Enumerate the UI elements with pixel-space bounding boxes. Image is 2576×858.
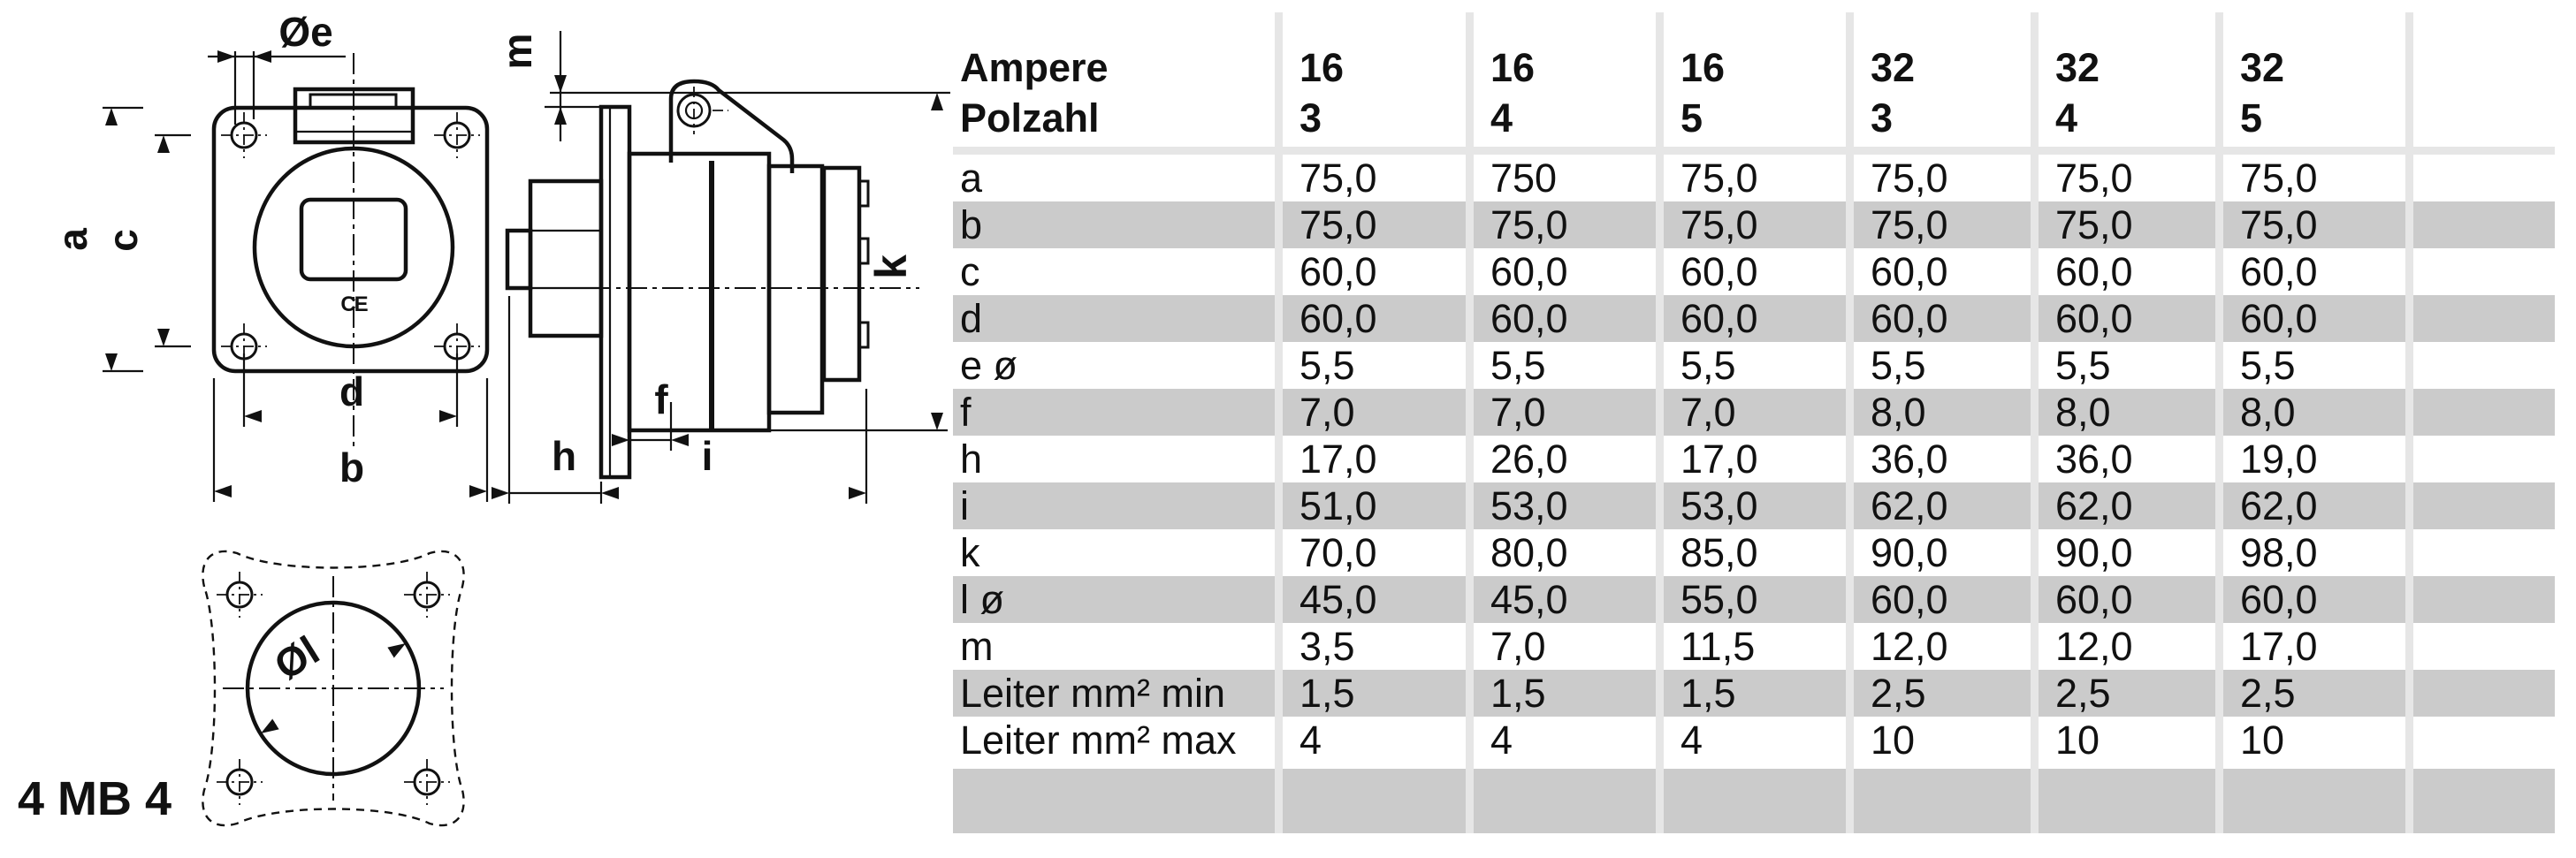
dim-label-c: c <box>100 229 146 252</box>
screw-holes <box>221 112 480 369</box>
table-row-d: d 60,0 60,0 60,0 60,0 60,0 60,0 <box>953 295 2555 342</box>
header-col-2: 16 4 <box>1490 45 1536 140</box>
table-row-m: m 3,5 7,0 11,5 12,0 12,0 17,0 <box>960 623 2318 669</box>
header-col-1: 16 3 <box>1299 45 1345 140</box>
table-row-i: i 51,0 53,0 53,0 62,0 62,0 62,0 <box>953 482 2555 529</box>
dim-f: f <box>612 376 689 451</box>
table-header-row: Ampere Polzahl 16 3 16 4 16 5 32 3 32 4 32 5 <box>953 12 2555 147</box>
header-col-4: 32 3 <box>1871 45 1916 140</box>
column-separator <box>1656 12 1664 833</box>
model-designation: 4 MB 4 <box>18 772 171 825</box>
table-row-b: b 75,0 75,0 75,0 75,0 75,0 75,0 <box>953 201 2555 248</box>
table-row-h: h 17,0 26,0 17,0 36,0 36,0 19,0 <box>960 436 2318 482</box>
screw-holes-rear <box>217 572 450 805</box>
row-spacer <box>953 763 2555 769</box>
column-separator <box>2215 12 2223 833</box>
technical-drawing: CE Øe a c <box>18 9 950 827</box>
table-row-a: a 75,0 750 75,0 75,0 75,0 75,0 <box>960 155 2318 201</box>
dim-a: a <box>50 106 143 373</box>
column-separator <box>2405 12 2413 833</box>
table-row-leiter-min: Leiter mm² min 1,5 1,5 1,5 2,5 2,5 2,5 <box>953 670 2555 717</box>
header-col-5: 32 4 <box>2055 45 2100 140</box>
table-row-e: e ø 5,5 5,5 5,5 5,5 5,5 5,5 <box>960 342 2296 388</box>
dim-label-d: d <box>339 368 364 414</box>
table-row-l: l ø 45,0 45,0 55,0 60,0 60,0 60,0 <box>953 576 2555 623</box>
dim-oe: Øe <box>208 9 346 125</box>
dim-c: c <box>100 133 191 348</box>
bottom-view: Øl <box>202 550 465 827</box>
dim-h-i: h i <box>492 296 868 504</box>
dim-label-a: a <box>50 228 95 251</box>
dim-label-m: m <box>494 34 540 70</box>
table-row-leiter-max: Leiter mm² max 4 4 4 10 10 10 <box>960 717 2285 763</box>
column-separator <box>1846 12 1854 833</box>
dim-label-ol: Øl <box>266 627 327 689</box>
dim-label-k: k <box>866 254 916 279</box>
header-polzahl-label: Polzahl <box>960 95 1100 140</box>
dim-b: b <box>212 378 489 502</box>
dim-k: k <box>769 93 948 432</box>
header-ampere-label: Ampere <box>960 45 1109 90</box>
side-view: m k f h i <box>492 31 950 504</box>
dim-label-i: i <box>702 433 713 479</box>
table-row-f: f 7,0 7,0 7,0 8,0 8,0 8,0 <box>953 389 2555 436</box>
front-view: CE Øe a c <box>50 9 490 502</box>
dim-label-oe: Øe <box>278 9 332 55</box>
table-row-empty <box>953 769 2555 833</box>
dim-label-f: f <box>654 376 668 422</box>
header-col-empty <box>2405 12 2555 147</box>
table-row-c: c 60,0 60,0 60,0 60,0 60,0 60,0 <box>960 248 2318 294</box>
header-col-3: 16 5 <box>1680 45 1726 140</box>
column-separator <box>1466 12 1474 833</box>
dim-d: d <box>242 353 459 427</box>
header-label-cell: Ampere Polzahl <box>953 12 1275 147</box>
ce-mark: CE <box>340 292 368 316</box>
column-separator <box>1275 12 1283 833</box>
column-separator <box>2031 12 2039 833</box>
dimension-table: Ampere Polzahl 16 3 16 4 16 5 32 3 32 4 32 5 a… <box>953 12 2555 833</box>
dim-m: m <box>494 31 605 141</box>
dim-label-h: h <box>552 433 576 479</box>
table-row-k: k 70,0 80,0 85,0 90,0 90,0 98,0 <box>960 529 2318 575</box>
header-rule <box>953 147 2555 155</box>
dim-label-b: b <box>339 444 364 490</box>
header-col-6: 32 5 <box>2240 45 2285 140</box>
